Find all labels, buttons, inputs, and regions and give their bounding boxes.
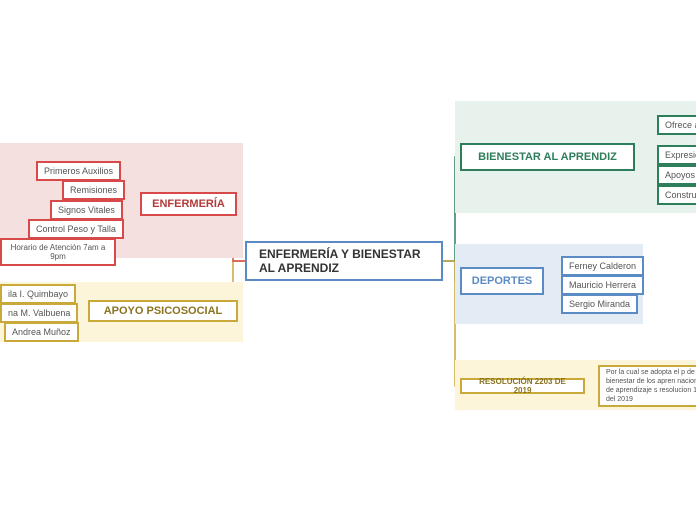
apoyo-leaf-1[interactable]: na M. Valbuena [0, 303, 78, 323]
deportes-leaf-0[interactable]: Ferney Calderon [561, 256, 644, 276]
deportes-leaf-1[interactable]: Mauricio Herrera [561, 275, 644, 295]
center-node[interactable]: ENFERMERÍA Y BIENESTAR AL APRENDIZ [245, 241, 443, 281]
enfermeria-leaf-3[interactable]: Control Peso y Talla [28, 219, 124, 239]
enfermeria-leaf-1[interactable]: Remisiones [62, 180, 125, 200]
resolucion-node[interactable]: RESOLUCIÓN 2203 DE 2019 [460, 378, 585, 394]
resolucion-desc: Por la cual se adopta el p de bienestar … [598, 365, 696, 407]
apoyo-leaf-2[interactable]: Andrea Muñoz [4, 322, 79, 342]
enfermeria-leaf-4[interactable]: Horario de Atención 7am a 9pm [0, 238, 116, 266]
apoyo-leaf-0[interactable]: ila I. Quimbayo [0, 284, 76, 304]
apoyo-node[interactable]: APOYO PSICOSOCIAL [88, 300, 238, 322]
bienestar-leaf-1[interactable]: Expresió [657, 145, 696, 165]
bienestar-leaf-2[interactable]: Apoyos s [657, 165, 696, 185]
bienestar-leaf-0[interactable]: Ofrece a formació [657, 115, 696, 135]
bienestar-leaf-3[interactable]: Construc [657, 185, 696, 205]
deportes-node[interactable]: DEPORTES [460, 267, 544, 295]
enfermeria-node[interactable]: ENFERMERÍA [140, 192, 237, 216]
deportes-leaf-2[interactable]: Sergio Miranda [561, 294, 638, 314]
enfermeria-leaf-2[interactable]: Signos Vitales [50, 200, 123, 220]
enfermeria-leaf-0[interactable]: Primeros Auxilios [36, 161, 121, 181]
bienestar-node[interactable]: BIENESTAR AL APRENDIZ [460, 143, 635, 171]
